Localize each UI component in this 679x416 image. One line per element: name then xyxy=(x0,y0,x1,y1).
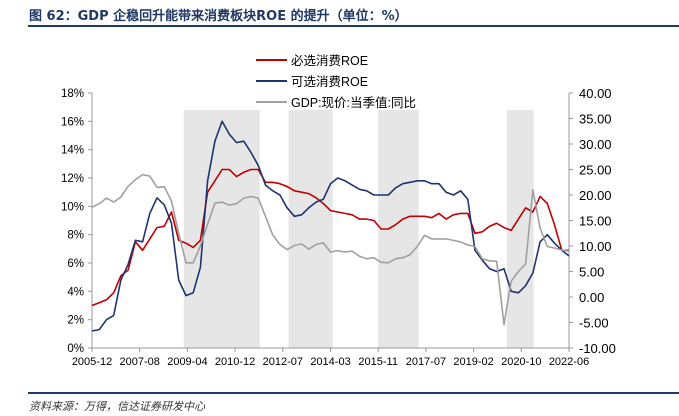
x-axis-tick-label: 2017-07 xyxy=(406,356,446,368)
left-axis-tick-label: 6% xyxy=(67,258,84,270)
left-axis-tick-label: 12% xyxy=(61,173,84,185)
right-axis-tick-label: 30.00 xyxy=(579,137,612,152)
left-axis-tick-label: 14% xyxy=(61,145,84,157)
right-axis-tick-label: 10.00 xyxy=(579,239,612,254)
legend-label-1: 必选消费ROE xyxy=(291,54,368,68)
x-axis-tick-label: 2009-04 xyxy=(167,356,207,368)
right-axis-tick-label: 40.00 xyxy=(579,86,612,101)
right-axis-tick-label: 35.00 xyxy=(579,112,612,127)
bottom-divider xyxy=(28,392,679,394)
left-axis-tick-label: 0% xyxy=(67,343,84,355)
left-axis-tick-label: 10% xyxy=(61,201,84,213)
x-axis-tick-label: 2010-12 xyxy=(215,356,255,368)
source-note: 资料来源：万得，信达证券研发中心 xyxy=(29,400,205,413)
left-axis-tick-label: 4% xyxy=(67,286,84,298)
right-axis-tick-label: 0.00 xyxy=(579,290,604,305)
series-line-1 xyxy=(91,168,569,307)
x-axis-tick-label: 2007-08 xyxy=(120,356,160,368)
legend-label-2: 可选消费ROE xyxy=(291,75,368,89)
left-axis-tick-label: 8% xyxy=(67,230,84,242)
right-axis-tick-label: -5.00 xyxy=(579,316,609,331)
right-axis-tick-label: 15.00 xyxy=(579,214,612,229)
right-axis-tick-label: 20.00 xyxy=(579,188,612,203)
x-axis-tick-label: 2005-12 xyxy=(72,356,112,368)
x-axis-tick-label: 2020-10 xyxy=(501,356,541,368)
series-line-3 xyxy=(91,173,570,326)
x-axis-tick-label: 2012-07 xyxy=(263,356,303,368)
shaded-period xyxy=(183,110,260,348)
title-divider xyxy=(28,25,679,27)
left-axis-tick-label: 18% xyxy=(61,88,84,100)
legend-label-3: GDP:现价:当季值:同比 xyxy=(291,95,416,110)
x-axis-tick-label: 2022-06 xyxy=(549,356,589,368)
left-axis-tick-label: 2% xyxy=(67,315,84,327)
shaded-period xyxy=(288,110,333,348)
right-axis-tick-label: 5.00 xyxy=(579,265,604,280)
series-line-2 xyxy=(91,120,570,332)
figure-title: 图 62：GDP 企稳回升能带来消费板块ROE 的提升（单位：%） xyxy=(29,9,408,24)
x-axis-tick-label: 2015-11 xyxy=(358,356,398,368)
left-axis-tick-label: 16% xyxy=(61,116,84,128)
line-chart: 0% 2% 4% 6% 8% 10% 12% 14% 16% 18% -10.00 -5.00 0.00… xyxy=(61,54,616,368)
x-axis-tick-label: 2014-03 xyxy=(310,356,350,368)
right-axis-tick-label: 25.00 xyxy=(579,163,612,178)
right-axis-tick-label: -10.00 xyxy=(579,341,616,356)
x-axis-tick-label: 2019-02 xyxy=(453,356,493,368)
